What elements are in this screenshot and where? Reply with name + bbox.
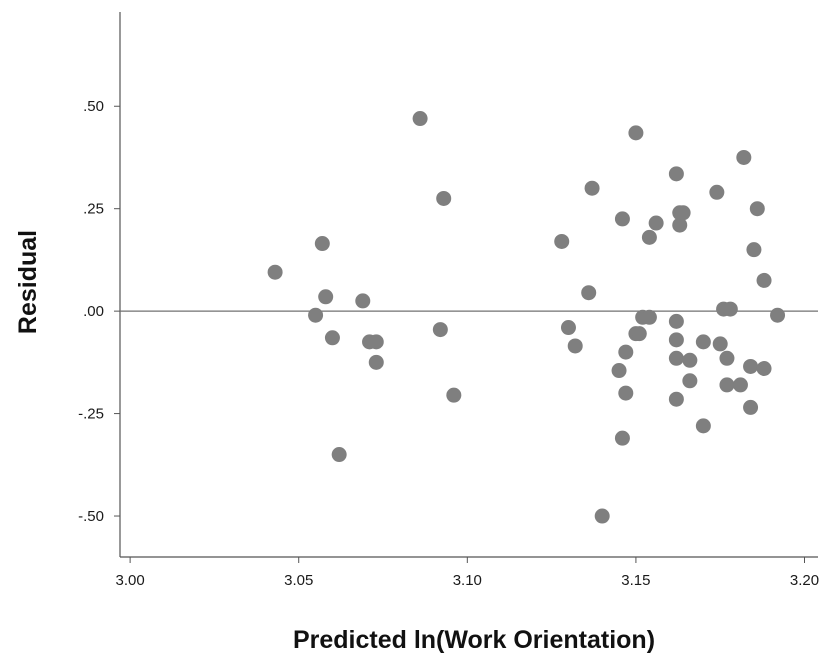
data-point — [618, 344, 634, 360]
data-point — [567, 338, 583, 354]
data-point — [695, 334, 711, 350]
data-point — [682, 373, 698, 389]
data-point — [722, 301, 738, 317]
x-tick-label: 3.10 — [453, 572, 482, 589]
data-point — [770, 307, 786, 323]
data-point — [682, 352, 698, 368]
data-point — [611, 363, 627, 379]
y-tick-label: .00 — [83, 303, 104, 320]
data-point — [594, 508, 610, 524]
data-point — [331, 447, 347, 463]
y-axis-title: Residual — [14, 230, 42, 334]
data-point — [432, 322, 448, 338]
y-tick-label: .25 — [83, 201, 104, 218]
data-point — [446, 387, 462, 403]
data-point — [746, 242, 762, 258]
x-tick-label: 3.05 — [284, 572, 313, 589]
data-point — [695, 418, 711, 434]
data-point — [675, 205, 691, 221]
data-point — [641, 229, 657, 245]
x-axis-title: Predicted ln(Work Orientation) — [293, 626, 655, 654]
data-point — [743, 358, 759, 374]
data-point — [614, 430, 630, 446]
data-point — [631, 326, 647, 342]
data-point — [412, 111, 428, 127]
data-point — [436, 190, 452, 206]
data-point — [628, 125, 644, 141]
data-point — [267, 264, 283, 280]
x-tick-label: 3.00 — [116, 572, 145, 589]
data-point — [672, 217, 688, 233]
data-point — [719, 377, 735, 393]
data-point — [668, 166, 684, 182]
x-tick-label: 3.20 — [790, 572, 819, 589]
data-point — [368, 334, 384, 350]
data-point — [712, 336, 728, 352]
data-point — [308, 307, 324, 323]
data-point — [324, 330, 340, 346]
x-tick-label: 3.15 — [621, 572, 650, 589]
data-point — [641, 309, 657, 325]
data-point — [668, 391, 684, 407]
plot-area: .50 .25 .00 -.25 -.50 3.00 3.05 3.10 3.15 3.20 — [78, 12, 819, 589]
data-point — [736, 149, 752, 165]
data-point — [318, 289, 334, 305]
data-point — [668, 350, 684, 366]
data-point — [648, 215, 664, 231]
data-point — [668, 313, 684, 329]
data-point — [584, 180, 600, 196]
y-tick-label: -.50 — [78, 508, 104, 525]
data-point — [355, 293, 371, 309]
data-point — [749, 201, 765, 217]
data-point — [668, 332, 684, 348]
data-point — [709, 184, 725, 200]
data-point — [618, 385, 634, 401]
data-point — [732, 377, 748, 393]
data-point — [614, 211, 630, 227]
data-point — [743, 399, 759, 415]
data-point — [368, 354, 384, 370]
data-point — [554, 233, 570, 249]
data-point — [719, 350, 735, 366]
data-point — [756, 361, 772, 377]
y-tick-label: .50 — [83, 98, 104, 115]
data-point — [756, 272, 772, 288]
data-point — [314, 236, 330, 252]
data-point — [560, 320, 576, 336]
y-tick-label: -.25 — [78, 406, 104, 423]
data-point — [581, 285, 597, 301]
